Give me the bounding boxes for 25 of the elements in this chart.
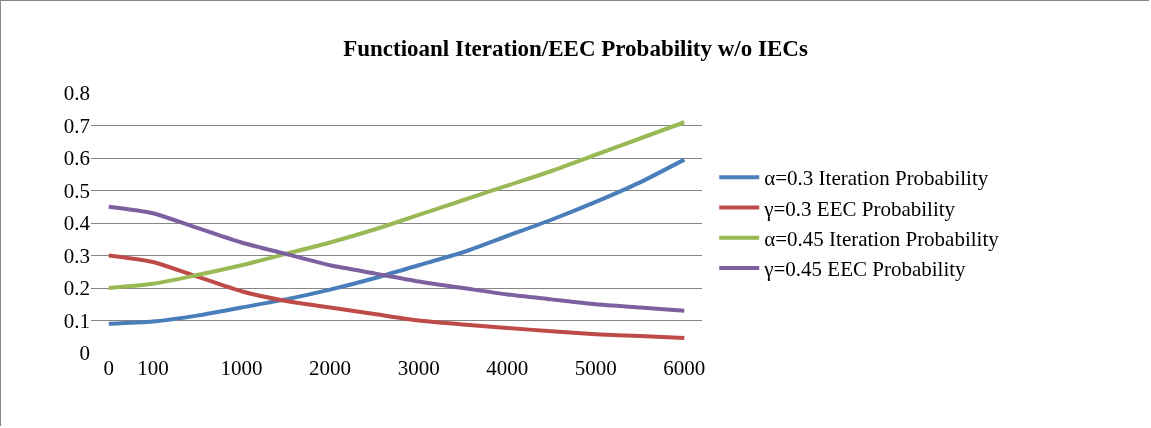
- line-series: [106, 204, 687, 313]
- x-tick-label: 4000: [486, 356, 529, 380]
- y-tick-label: 0.4: [63, 211, 91, 236]
- x-tick-label: 2000: [309, 356, 352, 380]
- x-tick-label: 6000: [663, 356, 706, 380]
- legend-label: α=0.45 Iteration Probability: [764, 226, 1000, 251]
- y-tick-label: 0.7: [63, 113, 90, 138]
- line-series: [106, 253, 687, 341]
- line-series: [106, 120, 687, 290]
- legend-label: γ=0.3 EEC Probability: [763, 196, 956, 221]
- x-tick-label: 3000: [397, 356, 440, 380]
- x-tick-label: 0: [103, 356, 114, 380]
- line-series: [106, 157, 687, 326]
- y-tick-label: 0.5: [63, 178, 90, 203]
- x-tick-label: 5000: [574, 356, 617, 380]
- y-tick-label: 0.8: [63, 81, 90, 106]
- y-tick-label: 0.3: [63, 243, 90, 268]
- y-tick-label: 0.1: [63, 308, 90, 333]
- x-tick-label: 1000: [220, 356, 263, 380]
- y-tick-label: 0.6: [63, 146, 90, 171]
- x-tick-label: 100: [137, 356, 169, 380]
- y-tick-label: 0.2: [63, 276, 90, 301]
- legend-label: γ=0.45 EEC Probability: [763, 257, 967, 282]
- legend-label: α=0.3 Iteration Probability: [764, 166, 989, 191]
- chart-title: Functioanl Iteration/EEC Probability w/o IECs: [343, 35, 808, 61]
